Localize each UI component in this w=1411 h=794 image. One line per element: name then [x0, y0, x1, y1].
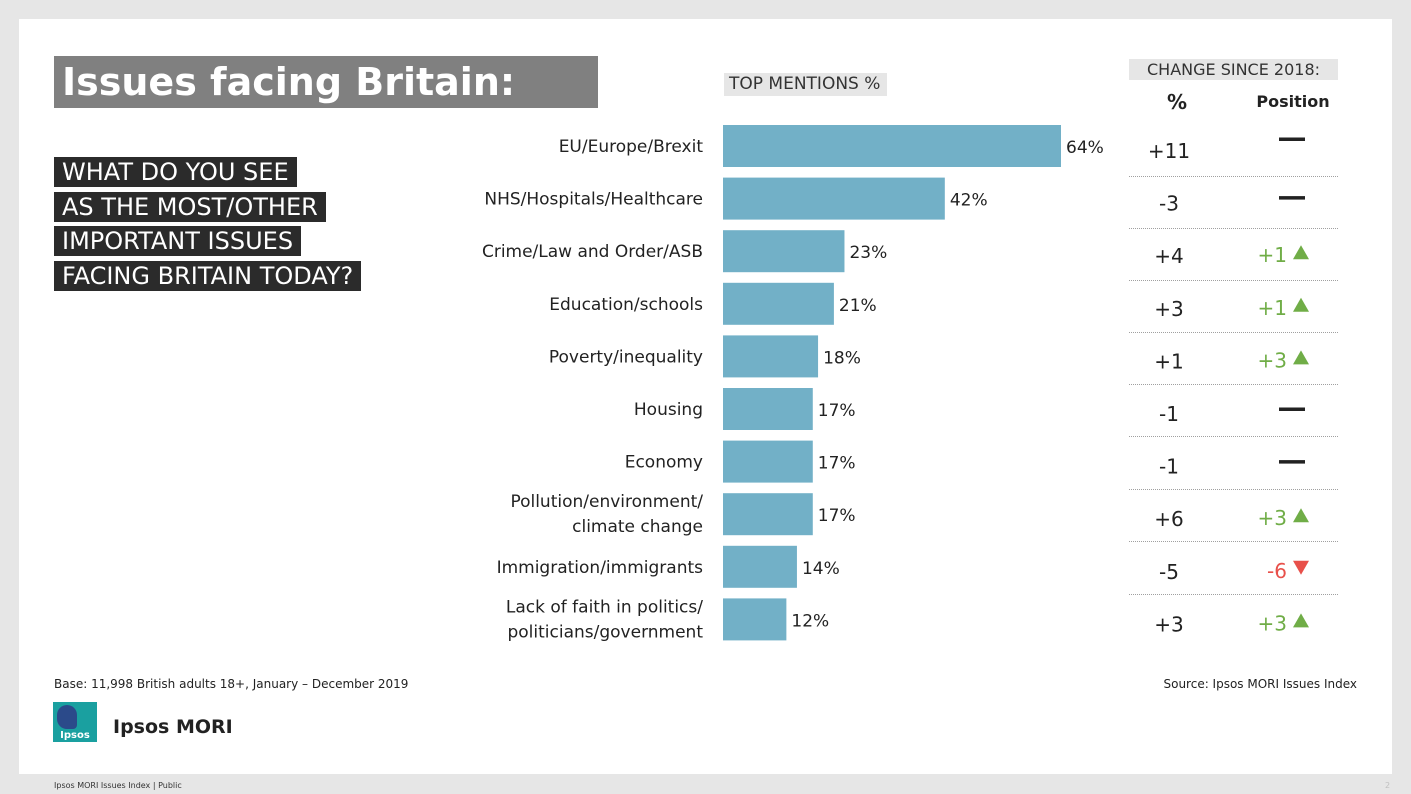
no-change-dash-icon	[1279, 137, 1305, 141]
bar	[723, 125, 1061, 167]
category-label-line: Education/schools	[549, 295, 703, 315]
bar-value-label: 14%	[802, 559, 840, 579]
category-label: Poverty/inequality	[549, 347, 703, 367]
logo-text: Ipsos	[60, 730, 90, 741]
change-column-position-header: Position	[1256, 92, 1330, 111]
up-arrow-icon	[1293, 613, 1309, 628]
category-label: Lack of faith in politics/politicians/go…	[506, 597, 703, 642]
category-label-line: Crime/Law and Order/ASB	[482, 242, 703, 262]
bar	[723, 493, 813, 536]
category-label-line: Housing	[634, 400, 703, 420]
question-line: FACING BRITAIN TODAY?	[54, 261, 362, 291]
bar-value-label: 42%	[950, 191, 988, 211]
question-line: WHAT DO YOU SEE	[54, 157, 297, 187]
bar	[723, 177, 945, 220]
bar	[723, 282, 834, 325]
change-pct-value: +4	[1154, 244, 1183, 268]
page-number: 2	[1385, 781, 1391, 790]
change-pct-value: +3	[1154, 297, 1183, 321]
bar-value-label: 17%	[818, 506, 856, 526]
footer-text: Ipsos MORI Issues Index | Public	[54, 781, 182, 790]
bar-value-label: 18%	[823, 348, 861, 368]
change-pct-value: -5	[1159, 560, 1179, 584]
ipsos-logo: Ipsos	[53, 702, 97, 742]
position-change-value: +1	[1258, 243, 1287, 267]
up-arrow-icon	[1293, 350, 1309, 365]
row-divider	[1129, 280, 1338, 281]
category-label: Housing	[634, 400, 703, 420]
row-divider	[1129, 384, 1338, 385]
category-label: NHS/Hospitals/Healthcare	[484, 190, 703, 210]
change-header: CHANGE SINCE 2018:	[1129, 59, 1338, 80]
source-note: Source: Ipsos MORI Issues Index	[1163, 677, 1357, 691]
question-line: IMPORTANT ISSUES	[54, 226, 302, 256]
brand-name: Ipsos MORI	[113, 716, 233, 738]
logo-mark-icon	[57, 705, 77, 729]
row-divider	[1129, 541, 1338, 542]
category-label-line: climate change	[572, 517, 703, 537]
row-divider	[1129, 332, 1338, 333]
slide-background	[19, 19, 1392, 774]
position-change-value: +3	[1258, 611, 1287, 635]
base-note: Base: 11,998 British adults 18+, January…	[54, 677, 409, 691]
row-divider	[1129, 176, 1338, 177]
no-change-dash-icon	[1279, 407, 1305, 411]
category-label: Pollution/environment/climate change	[510, 492, 703, 537]
row-divider	[1129, 594, 1338, 595]
change-pct-value: +6	[1154, 507, 1183, 531]
bar	[723, 440, 813, 483]
category-label-line: politicians/government	[507, 622, 703, 642]
change-pct-value: -3	[1159, 192, 1179, 216]
change-column-pct-header: %	[1166, 90, 1188, 114]
bar	[723, 230, 845, 273]
page-title: Issues facing Britain: 2019	[54, 56, 598, 156]
bar	[723, 388, 813, 430]
change-pct-value: -1	[1159, 455, 1179, 479]
bar-value-label: 23%	[849, 243, 887, 263]
change-pct-value: +3	[1154, 612, 1183, 636]
up-arrow-icon	[1293, 508, 1309, 523]
position-change-value: -6	[1267, 559, 1287, 583]
category-label: Economy	[625, 453, 703, 473]
bar	[723, 335, 819, 378]
up-arrow-icon	[1293, 245, 1309, 260]
category-label-line: Economy	[625, 453, 703, 473]
category-label-line: Immigration/immigrants	[497, 558, 704, 578]
category-label: Education/schools	[549, 295, 703, 315]
position-change-value: +3	[1258, 506, 1287, 530]
category-label-line: Pollution/environment/	[510, 492, 703, 512]
row-divider	[1129, 228, 1338, 229]
row-divider	[1129, 489, 1338, 490]
category-label-line: EU/Europe/Brexit	[559, 137, 704, 157]
category-label-line: Lack of faith in politics/	[506, 597, 703, 617]
no-change-dash-icon	[1279, 460, 1305, 464]
bar-value-label: 64%	[1066, 138, 1104, 158]
no-change-dash-icon	[1279, 196, 1305, 200]
change-pct-value: -1	[1159, 402, 1179, 426]
bar-value-label: 21%	[839, 296, 877, 316]
bar-value-label: 17%	[818, 454, 856, 474]
change-pct-value: +11	[1148, 139, 1190, 163]
position-change-value: +3	[1258, 348, 1287, 372]
category-label-line: NHS/Hospitals/Healthcare	[484, 190, 703, 210]
change-pct-value: +1	[1154, 349, 1183, 373]
category-label: EU/Europe/Brexit	[559, 137, 704, 157]
position-change-value: +1	[1258, 296, 1287, 320]
bar-value-label: 12%	[791, 611, 829, 631]
question-line: AS THE MOST/OTHER	[54, 192, 326, 222]
chart-title: TOP MENTIONS %	[724, 73, 887, 96]
down-arrow-icon	[1293, 560, 1309, 575]
category-label-line: Poverty/inequality	[549, 347, 703, 367]
bar	[723, 545, 797, 588]
category-label: Immigration/immigrants	[497, 558, 704, 578]
category-label: Crime/Law and Order/ASB	[482, 242, 703, 262]
row-divider	[1129, 436, 1338, 437]
up-arrow-icon	[1293, 297, 1309, 312]
bar-value-label: 17%	[818, 401, 856, 421]
bar	[723, 598, 787, 641]
